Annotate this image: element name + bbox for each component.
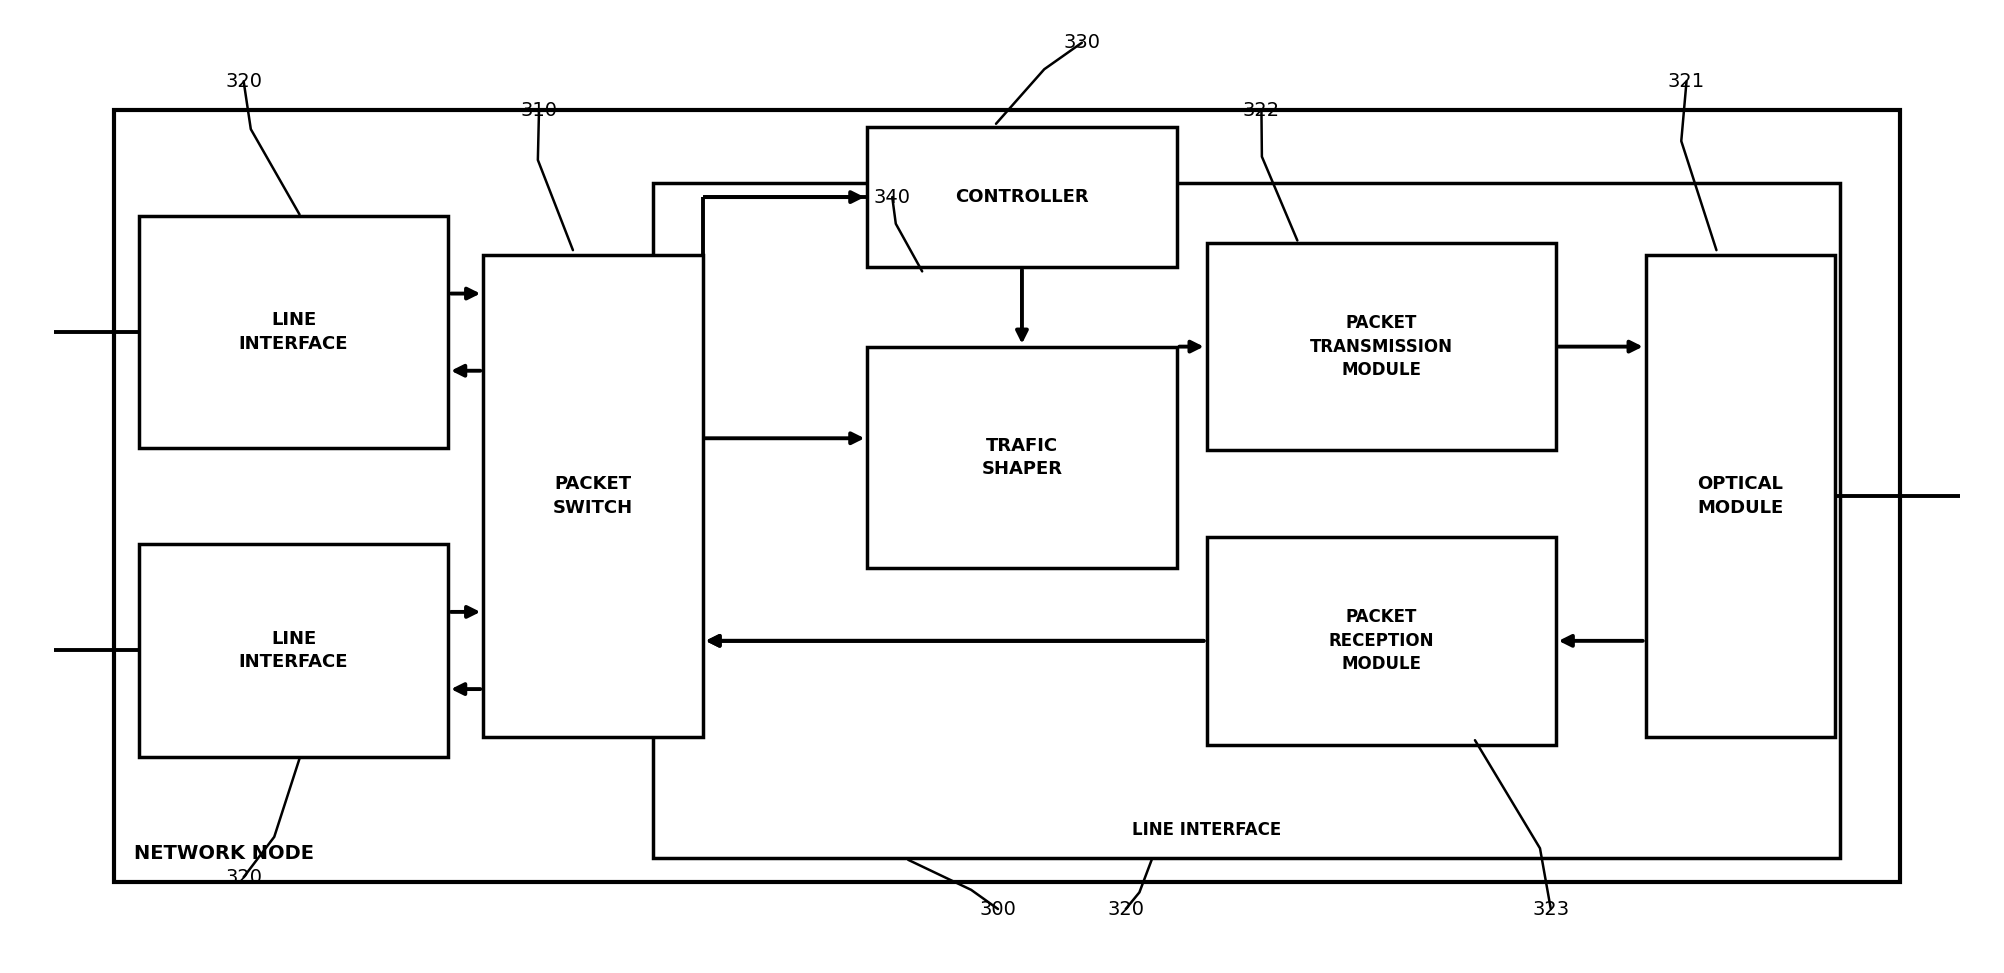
Text: 330: 330 [1064, 33, 1100, 53]
Bar [114, 110, 1900, 882]
Text: NETWORK NODE: NETWORK NODE [134, 844, 315, 863]
Text: LINE
INTERFACE: LINE INTERFACE [238, 630, 349, 671]
Bar [1206, 537, 1555, 744]
Bar [1645, 255, 1836, 738]
Text: 323: 323 [1533, 899, 1569, 919]
Text: 300: 300 [980, 899, 1016, 919]
Bar [868, 346, 1176, 568]
Bar [653, 183, 1840, 858]
Text: PACKET
RECEPTION
MODULE: PACKET RECEPTION MODULE [1329, 608, 1435, 673]
Text: 310: 310 [521, 101, 557, 120]
Bar [138, 544, 449, 757]
Text: PACKET
SWITCH: PACKET SWITCH [553, 476, 633, 517]
Text: TRAFIC
SHAPER: TRAFIC SHAPER [982, 437, 1062, 479]
Text: 320: 320 [224, 72, 263, 90]
Text: OPTICAL
MODULE: OPTICAL MODULE [1697, 476, 1784, 517]
Bar [1206, 243, 1555, 450]
Bar [138, 216, 449, 448]
Bar [483, 255, 703, 738]
Text: 322: 322 [1242, 101, 1281, 120]
Text: 320: 320 [224, 868, 263, 886]
Text: LINE INTERFACE: LINE INTERFACE [1132, 820, 1281, 839]
Text: 320: 320 [1108, 899, 1144, 919]
Text: 340: 340 [874, 188, 910, 206]
Text: PACKET
TRANSMISSION
MODULE: PACKET TRANSMISSION MODULE [1311, 314, 1453, 379]
Text: LINE
INTERFACE: LINE INTERFACE [238, 311, 349, 353]
Text: 321: 321 [1667, 72, 1705, 90]
Text: CONTROLLER: CONTROLLER [956, 188, 1088, 206]
Bar [868, 127, 1176, 267]
